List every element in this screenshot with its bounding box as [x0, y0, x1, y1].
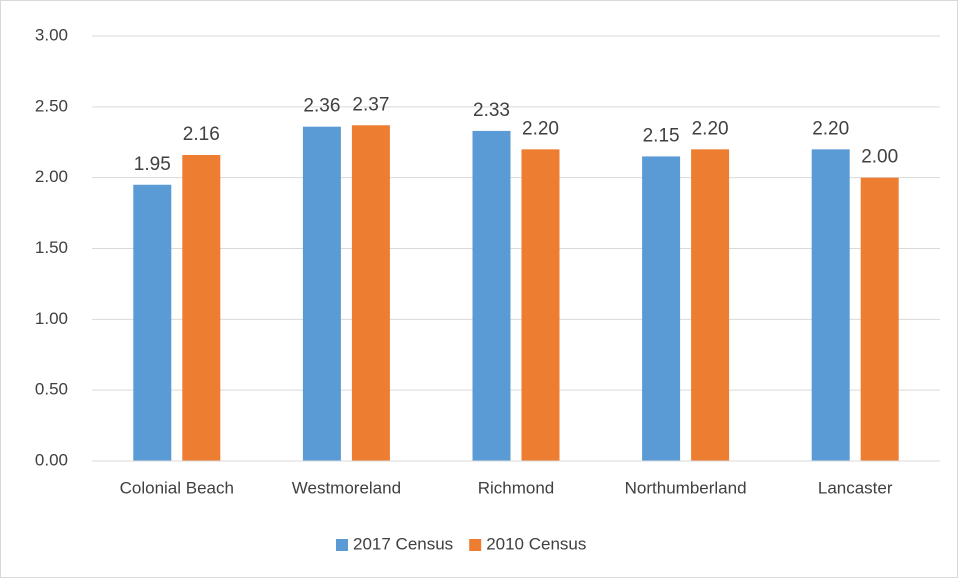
x-tick-label: Lancaster	[818, 478, 893, 497]
bar	[351, 125, 390, 461]
data-label: 2.20	[522, 118, 559, 139]
data-label: 1.95	[134, 154, 171, 175]
x-tick-label: Northumberland	[625, 478, 747, 497]
bar	[302, 126, 341, 462]
data-label: 2.36	[303, 96, 340, 117]
x-tick-label: Colonial Beach	[120, 478, 234, 497]
data-label: 2.33	[473, 100, 510, 121]
data-label: 2.20	[692, 118, 729, 139]
bar	[691, 149, 730, 462]
bar	[521, 149, 560, 462]
data-label: 2.15	[643, 125, 680, 146]
bar	[182, 155, 221, 461]
y-tick-label: 2.50	[35, 96, 68, 115]
legend-swatch	[336, 539, 348, 551]
legend-label: 2010 Census	[486, 534, 586, 553]
y-tick-label: 1.50	[35, 238, 68, 257]
y-tick-label: 0.00	[35, 450, 68, 469]
y-tick-label: 2.00	[35, 167, 68, 186]
legend-swatch	[469, 539, 482, 551]
x-tick-label: Westmoreland	[292, 478, 401, 497]
data-label: 2.16	[183, 124, 220, 145]
y-tick-label: 3.00	[35, 25, 68, 44]
bar	[811, 149, 850, 462]
x-tick-label: Richmond	[478, 478, 555, 497]
data-label: 2.00	[861, 147, 898, 168]
y-tick-label: 1.00	[35, 309, 68, 328]
legend-label: 2017 Census	[353, 534, 453, 553]
bar	[133, 184, 172, 461]
bar	[860, 177, 899, 461]
bar	[642, 156, 681, 461]
data-label: 2.37	[352, 94, 389, 115]
y-tick-label: 0.50	[35, 380, 68, 399]
data-label: 2.20	[812, 118, 849, 139]
bar	[472, 130, 511, 461]
